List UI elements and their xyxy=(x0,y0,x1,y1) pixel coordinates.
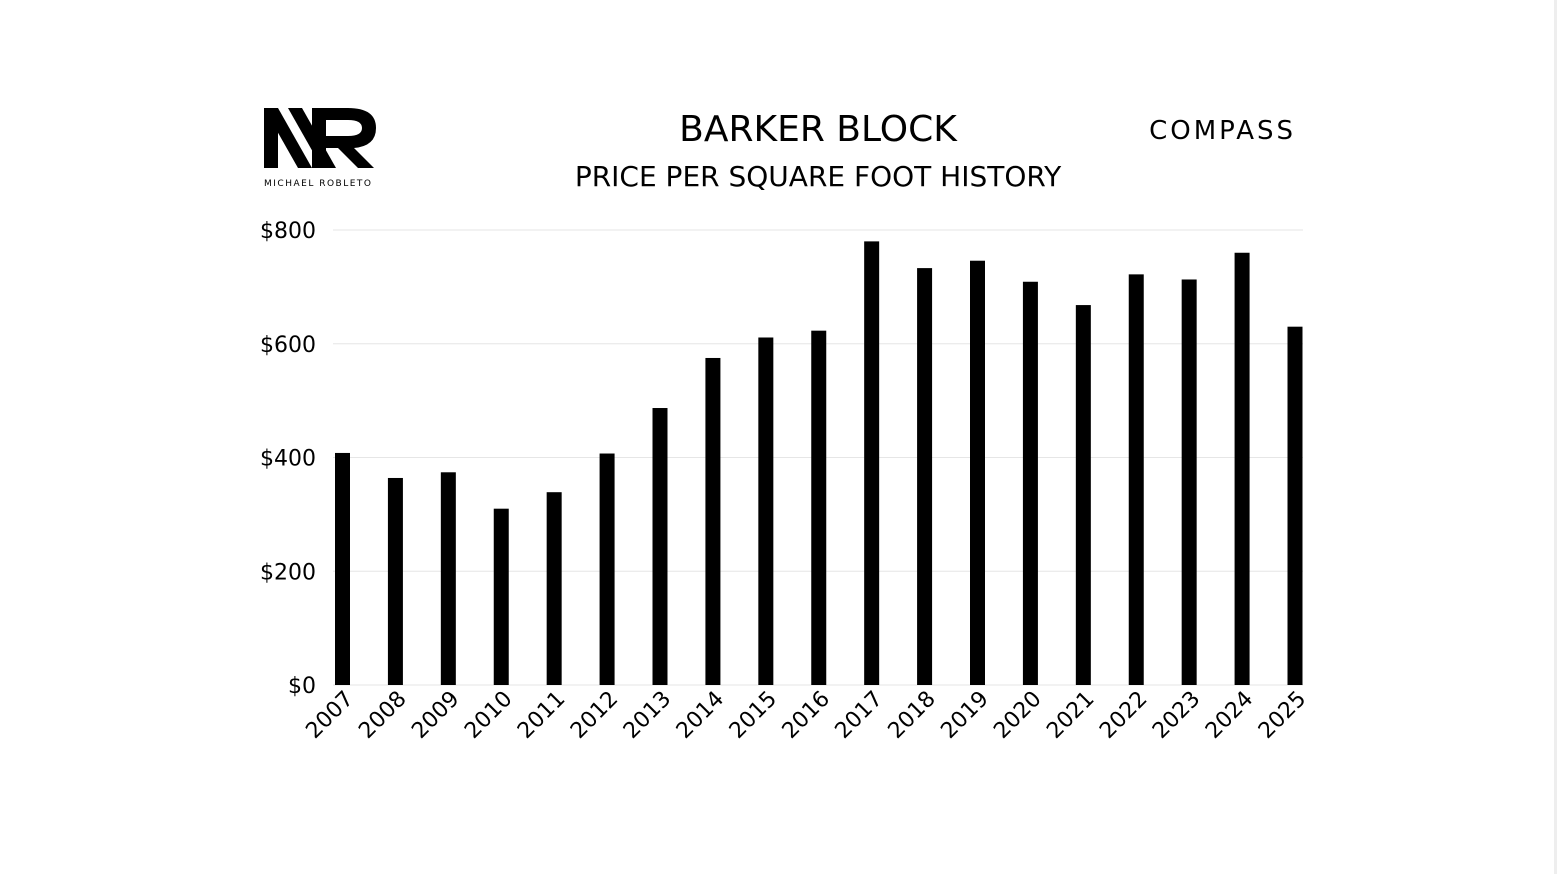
bar-2012 xyxy=(599,453,615,685)
bar-2020 xyxy=(1022,281,1038,685)
chart-subtitle: PRICE PER SQUARE FOOT HISTORY xyxy=(575,160,1062,193)
bar-2011 xyxy=(546,492,562,685)
x-tick-label: 2014 xyxy=(672,687,729,744)
x-tick-label: 2022 xyxy=(1095,687,1152,744)
y-tick-label: $0 xyxy=(288,674,316,699)
x-tick-label: 2012 xyxy=(566,687,623,744)
y-tick-label: $400 xyxy=(260,447,316,472)
x-tick-label: 2015 xyxy=(725,687,782,744)
x-tick-label: 2019 xyxy=(936,687,993,744)
logo-name: MICHAEL ROBLETO xyxy=(264,179,372,189)
right-edge-border xyxy=(1554,0,1557,874)
y-tick-label: $800 xyxy=(260,219,316,244)
compass-logo: COMPASS xyxy=(1149,116,1296,146)
bar-2021 xyxy=(1075,305,1091,685)
x-tick-label: 2013 xyxy=(619,687,676,744)
x-tick-label: 2018 xyxy=(884,687,941,744)
x-tick-label: 2020 xyxy=(989,687,1046,744)
y-axis-ticks: $0 $200 $400 $600 $800 xyxy=(260,219,316,699)
x-tick-label: 2021 xyxy=(1042,687,1099,744)
bar-2017 xyxy=(864,241,880,685)
y-tick-label: $600 xyxy=(260,333,316,358)
bar-2016 xyxy=(811,330,827,685)
x-tick-label: 2017 xyxy=(831,687,888,744)
x-tick-label: 2025 xyxy=(1254,687,1311,744)
x-tick-label: 2016 xyxy=(778,687,835,744)
bar-2010 xyxy=(493,508,509,685)
bar-2007 xyxy=(335,452,350,685)
bar-2019 xyxy=(970,260,985,685)
x-tick-label: 2024 xyxy=(1201,687,1258,744)
bar-2014 xyxy=(705,357,721,685)
mr-monogram-icon xyxy=(264,108,376,168)
bar-2023 xyxy=(1181,279,1197,685)
bar-2022 xyxy=(1128,274,1144,685)
x-tick-label: 2010 xyxy=(460,687,517,744)
bars xyxy=(335,241,1303,685)
y-tick-label: $200 xyxy=(260,560,316,585)
bar-2024 xyxy=(1234,252,1250,685)
x-tick-label: 2011 xyxy=(513,687,570,744)
bar-2015 xyxy=(758,337,774,685)
bar-2008 xyxy=(387,477,403,685)
bar-2025 xyxy=(1287,326,1303,685)
x-tick-label: 2009 xyxy=(407,687,464,744)
bar-2009 xyxy=(440,472,456,685)
x-tick-label: 2023 xyxy=(1148,687,1205,744)
x-axis-ticks: 2007200820092010201120122013201420152016… xyxy=(301,687,1311,744)
x-tick-label: 2008 xyxy=(354,687,411,744)
chart-title: BARKER BLOCK xyxy=(679,109,958,150)
bar-2018 xyxy=(917,268,933,685)
bar-2013 xyxy=(652,408,668,685)
